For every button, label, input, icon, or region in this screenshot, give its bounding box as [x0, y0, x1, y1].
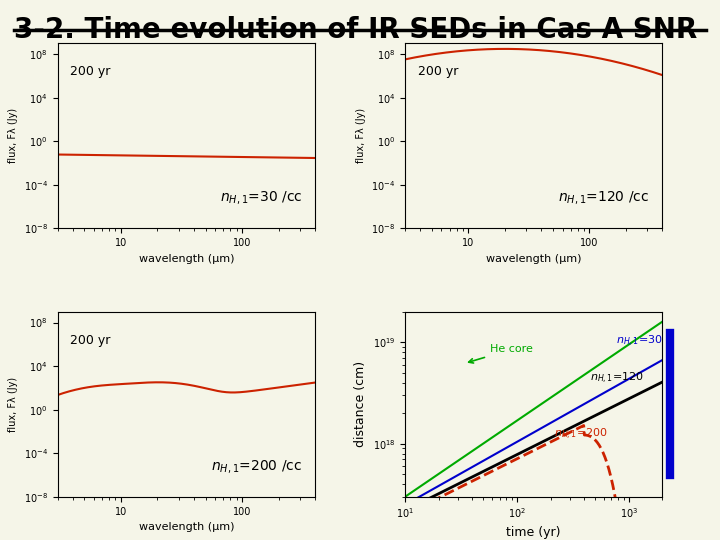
- Text: $n_{H,1}$=120: $n_{H,1}$=120: [590, 371, 644, 386]
- Text: 3-2. Time evolution of IR SEDs in Cas A SNR: 3-2. Time evolution of IR SEDs in Cas A …: [14, 16, 698, 44]
- X-axis label: wavelength (μm): wavelength (μm): [138, 522, 234, 532]
- Text: He core: He core: [469, 345, 533, 363]
- Text: 200 yr: 200 yr: [71, 334, 111, 347]
- Y-axis label: flux, Fλ (Jy): flux, Fλ (Jy): [8, 377, 18, 432]
- Text: $n_{H,1}$=30 /cc: $n_{H,1}$=30 /cc: [220, 189, 302, 206]
- Text: $n_{H,1}$=200: $n_{H,1}$=200: [554, 427, 608, 442]
- Text: $n_{H,1}$=30: $n_{H,1}$=30: [616, 334, 663, 349]
- Y-axis label: flux, Fλ (Jy): flux, Fλ (Jy): [356, 108, 366, 163]
- Text: 200 yr: 200 yr: [71, 65, 111, 78]
- Y-axis label: flux, Fλ (Jy): flux, Fλ (Jy): [8, 108, 18, 163]
- Text: $n_{H,1}$=120 /cc: $n_{H,1}$=120 /cc: [558, 189, 649, 206]
- X-axis label: wavelength (μm): wavelength (μm): [486, 254, 582, 264]
- X-axis label: time (yr): time (yr): [506, 526, 561, 539]
- Text: 200 yr: 200 yr: [418, 65, 459, 78]
- Y-axis label: distance (cm): distance (cm): [354, 361, 367, 447]
- Text: $n_{H,1}$=200 /cc: $n_{H,1}$=200 /cc: [211, 457, 302, 475]
- X-axis label: wavelength (μm): wavelength (μm): [138, 254, 234, 264]
